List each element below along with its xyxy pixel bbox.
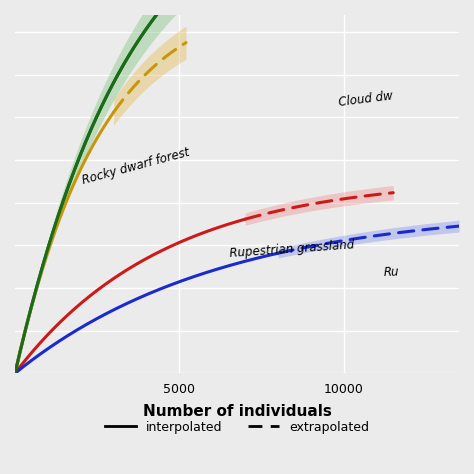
X-axis label: Number of individuals: Number of individuals: [143, 404, 331, 419]
Text: Rocky dwarf forest: Rocky dwarf forest: [81, 146, 191, 187]
Text: Rupestrian grassland: Rupestrian grassland: [229, 238, 355, 260]
Text: Cloud dw: Cloud dw: [337, 89, 393, 109]
Legend: interpolated, extrapolated: interpolated, extrapolated: [100, 416, 374, 439]
Text: Ru: Ru: [383, 266, 400, 280]
